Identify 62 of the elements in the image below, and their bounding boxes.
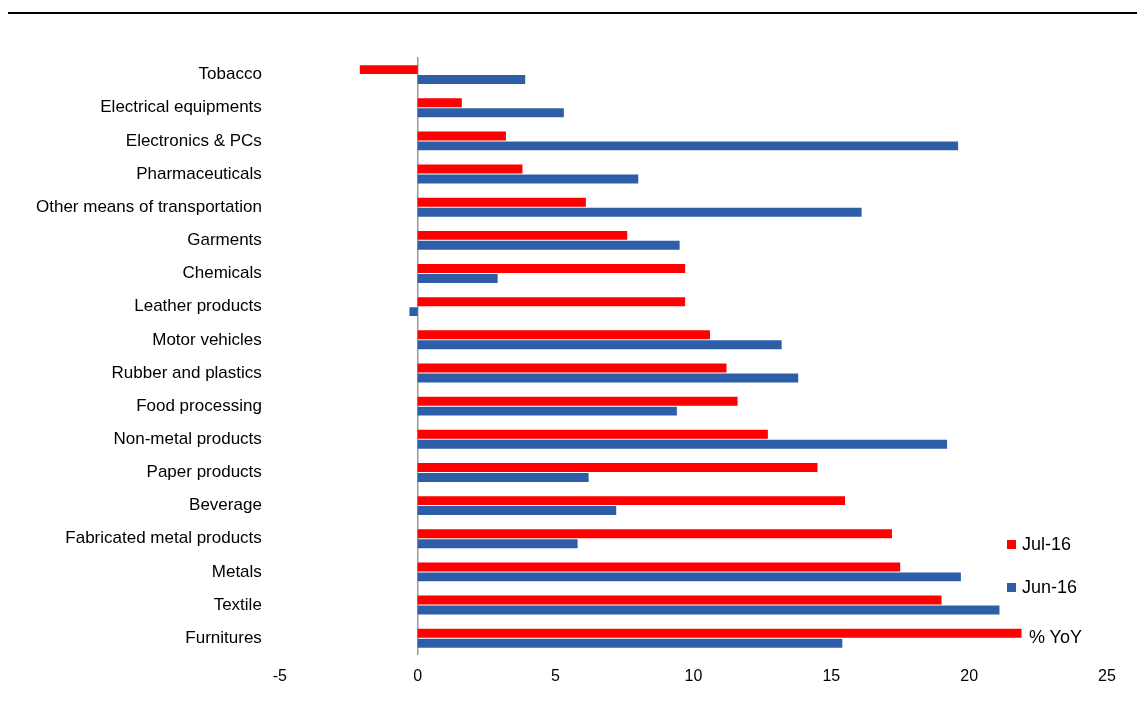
y-tick-label: Electronics & PCs [125,130,262,150]
bar [417,439,948,449]
bar [417,274,498,283]
y-tick-label: Leather products [134,296,262,316]
bar [417,539,578,549]
y-tick-label: Tobacco [198,64,262,84]
bar [417,572,961,582]
y-tick-label: Paper products [146,462,262,482]
bar [417,297,686,307]
y-tick-label: Non-metal products [113,428,262,448]
bar [417,628,1022,638]
bar [417,429,768,439]
x-tick-label: 15 [822,666,841,684]
legend-label: Jul-16 [1021,534,1071,555]
bar [417,264,686,274]
x-tick-label: 25 [1098,666,1116,684]
y-tick-label: Motor vehicles [152,329,262,349]
y-tick-label: Furnitures [185,627,262,647]
bar [417,472,589,482]
bar [417,605,1000,615]
y-tick-label: Electrical equipments [100,97,262,117]
bar [417,529,892,539]
bar [417,330,710,340]
bar [417,197,586,207]
bar [417,496,846,506]
bar [409,307,418,317]
bar [417,595,942,605]
x-tick-label: 5 [551,666,561,684]
bar [417,230,628,240]
bar [417,340,782,350]
bar [417,164,523,174]
bar [417,638,843,648]
bar [417,207,862,217]
bar [417,506,617,516]
x-tick-label: 20 [960,666,979,684]
y-tick-label: Chemicals [182,263,262,283]
bar [359,65,418,75]
y-tick-label: Pharmaceuticals [136,163,262,183]
y-tick-label: Food processing [136,395,262,415]
y-tick-label: Metals [211,561,262,581]
bar [417,240,680,250]
x-tick-label: 10 [684,666,703,684]
bar [417,98,462,108]
bar [417,396,738,406]
bar [417,406,677,416]
bar [417,373,799,383]
bar [417,75,526,85]
bar [417,463,818,472]
y-tick-label: Other means of transportation [36,196,262,216]
y-tick-label: Rubber and plastics [111,362,262,382]
y-tick-label: Fabricated metal products [65,528,262,548]
bar [417,562,901,572]
bar [417,108,564,118]
bar [417,131,506,141]
legend-label: Jun-16 [1021,577,1077,598]
x-tick-label: -5 [272,666,288,684]
y-tick-label: Textile [213,594,262,614]
bar [417,141,959,151]
x-tick-label: 0 [413,666,423,684]
y-tick-label: Beverage [189,495,262,515]
y-tick-label: Garments [187,230,262,250]
annotation: % YoY [1028,627,1082,648]
